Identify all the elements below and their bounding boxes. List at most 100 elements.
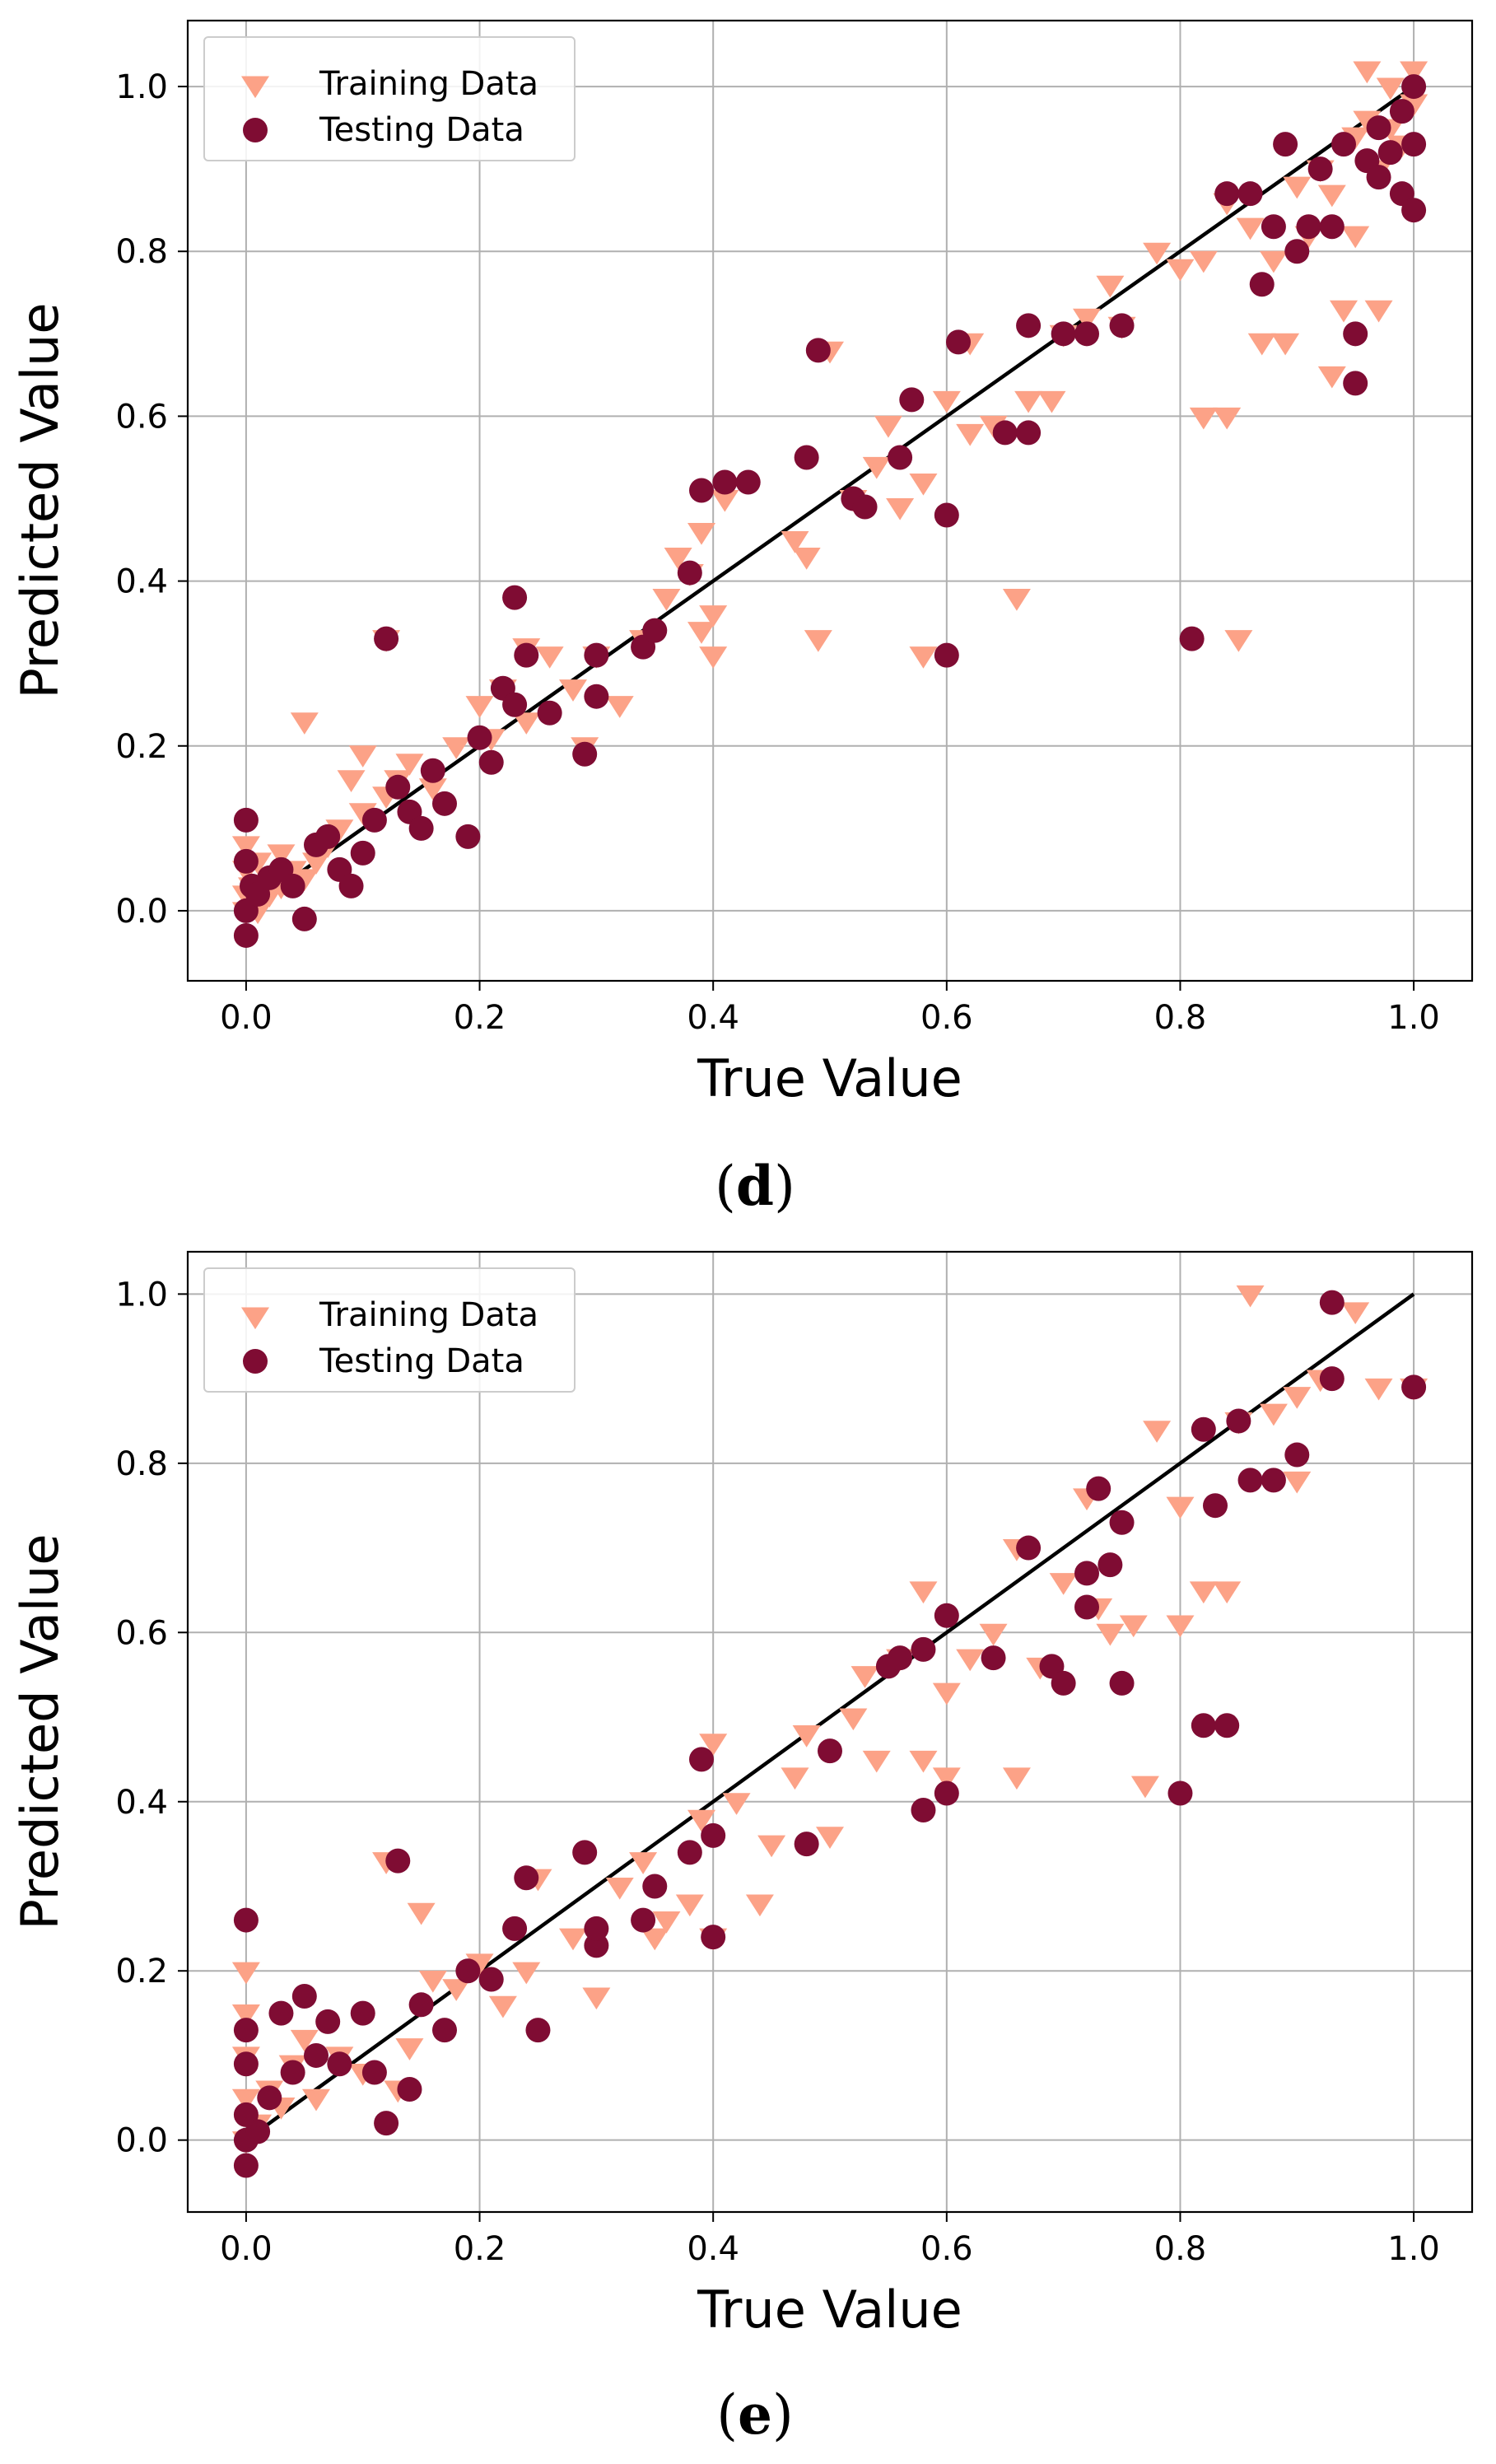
training-point — [465, 1953, 494, 1976]
x-axis-ticks: 0.0 0.2 0.4 0.6 0.8 1.0 — [220, 2212, 1440, 2268]
testing-data-series — [233, 1290, 1427, 2178]
plot-frame — [186, 1250, 1474, 2214]
testing-point — [1109, 1510, 1135, 1535]
testing-point — [631, 1907, 656, 1933]
y-axis-ticks: 0.0 0.2 0.4 0.6 0.8 1.0 — [115, 68, 188, 931]
testing-point — [502, 585, 528, 610]
y-tick-label: 0.6 — [115, 1614, 168, 1652]
training-point — [699, 646, 728, 669]
training-point — [1189, 1581, 1218, 1604]
training-point — [1283, 176, 1312, 199]
x-tick-label: 0.6 — [920, 2230, 973, 2268]
training-point — [652, 589, 681, 611]
training-point — [839, 1708, 868, 1731]
training-point — [1224, 630, 1253, 652]
y-axis-ticks: 0.0 0.2 0.4 0.6 0.8 1.0 — [115, 1276, 188, 2160]
testing-point — [257, 2085, 282, 2111]
training-point — [1364, 300, 1393, 323]
x-tick-label: 0.8 — [1154, 999, 1207, 1037]
training-point — [1236, 217, 1265, 240]
y-axis-label: Predicted Value — [10, 1533, 70, 1930]
training-point — [1259, 1403, 1288, 1426]
testing-point — [701, 1822, 726, 1848]
training-point — [231, 1962, 260, 1985]
caption-e: (e) — [716, 2382, 794, 2447]
testing-point — [280, 873, 305, 898]
testing-point — [408, 815, 434, 841]
training-point — [792, 548, 821, 570]
training-point — [605, 696, 634, 718]
testing-point — [712, 469, 738, 495]
training-point — [348, 745, 377, 768]
legend-box — [203, 1267, 576, 1393]
testing-point — [1214, 181, 1240, 207]
testing-point — [1179, 626, 1205, 651]
training-point — [488, 1995, 517, 2018]
testing-point — [1319, 1290, 1345, 1315]
testing-point — [361, 2060, 387, 2085]
training-point — [909, 473, 938, 496]
testing-point — [701, 1925, 726, 1950]
testing-point — [1284, 239, 1310, 264]
training-point — [1283, 1387, 1312, 1409]
testing-point — [455, 1958, 481, 1984]
training-point — [1364, 1378, 1393, 1401]
testing-point — [525, 2018, 551, 2043]
training-point — [442, 737, 471, 759]
testing-point — [315, 824, 341, 849]
testing-point — [233, 2018, 259, 2043]
training-point — [231, 2004, 260, 2027]
testing-point — [934, 1780, 959, 1806]
testing-point — [1016, 420, 1042, 446]
testing-point — [385, 774, 411, 800]
testing-point — [1401, 198, 1427, 223]
training-point — [337, 770, 366, 792]
testing-data-series — [233, 74, 1427, 948]
testing-point — [1109, 313, 1135, 338]
testing-point — [1261, 1468, 1286, 1493]
testing-point — [245, 2119, 271, 2144]
testing-point — [1261, 214, 1286, 240]
training-point — [909, 1750, 938, 1773]
testing-point — [1249, 272, 1275, 297]
testing-point — [233, 2051, 259, 2077]
testing-point — [934, 502, 959, 528]
testing-point — [1074, 321, 1099, 347]
testing-point — [1109, 1670, 1135, 1696]
training-point — [1166, 1615, 1195, 1638]
training-point — [1317, 366, 1346, 389]
x-tick-label: 0.2 — [454, 2230, 506, 2268]
training-point — [1166, 259, 1195, 282]
testing-point — [1401, 132, 1427, 157]
training-point — [1213, 1581, 1242, 1604]
testing-point — [689, 1747, 714, 1772]
testing-point — [911, 1636, 936, 1662]
y-tick-label: 0.6 — [115, 398, 168, 436]
training-point — [1037, 390, 1066, 413]
y-tick-label: 0.8 — [115, 1445, 168, 1483]
training-point — [757, 1835, 786, 1858]
testing-point — [408, 1992, 434, 2018]
training-point — [932, 1767, 961, 1790]
training-point — [395, 2038, 424, 2060]
training-point — [1166, 1496, 1195, 1519]
testing-point — [1343, 321, 1368, 347]
testing-point — [946, 329, 971, 355]
training-point — [1317, 184, 1346, 208]
testing-point — [934, 642, 959, 668]
testing-point — [1074, 1594, 1099, 1620]
training-point — [1341, 1302, 1370, 1325]
caption-e-open: ( — [716, 2383, 738, 2447]
x-tick-label: 0.4 — [687, 999, 739, 1037]
training-point — [418, 778, 447, 800]
training-point — [792, 1725, 821, 1748]
testing-point — [1191, 1713, 1216, 1738]
legend-testing-marker — [243, 1349, 268, 1374]
testing-point — [572, 1840, 598, 1865]
training-point — [407, 1902, 436, 1925]
testing-point — [911, 1798, 936, 1823]
training-point — [267, 844, 296, 867]
training-point — [1002, 589, 1031, 611]
x-tick-label: 0.8 — [1154, 2230, 1207, 2268]
